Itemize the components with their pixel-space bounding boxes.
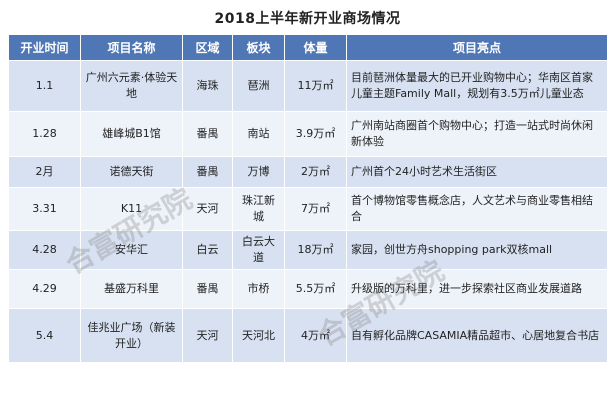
cell-block: 琶洲 [232, 60, 285, 112]
cell-highlight: 自有孵化品牌CASAMIA精品超市、心居地复合书店 [346, 308, 608, 363]
table-row: 2月 诺德天街 番禺 万博 2万㎡ 广州首个24小时艺术生活街区 [8, 156, 608, 188]
cell-highlight: 广州南站商圈首个购物中心；打造一站式时尚休闲新体验 [346, 111, 608, 157]
header-date: 开业时间 [8, 34, 81, 61]
header-size: 体量 [284, 34, 347, 61]
table-row: 1.1 广州六元素·体验天地 海珠 琶洲 11万㎡ 目前琶洲体量最大的已开业购物… [8, 60, 608, 112]
cell-size: 4万㎡ [284, 308, 347, 363]
cell-date: 4.29 [8, 269, 81, 309]
cell-name: 基盛万科里 [80, 269, 183, 309]
cell-size: 11万㎡ [284, 60, 347, 112]
cell-highlight: 家园，创世方舟shopping park双核mall [346, 230, 608, 270]
cell-block: 珠江新城 [232, 187, 285, 231]
cell-date: 4.28 [8, 230, 81, 270]
cell-name: 广州六元素·体验天地 [80, 60, 183, 112]
cell-highlight: 广州首个24小时艺术生活街区 [346, 156, 608, 188]
header-name: 项目名称 [80, 34, 183, 61]
cell-name: 雄峰城B1馆 [80, 111, 183, 157]
table-row: 4.28 安华汇 白云 白云大道 18万㎡ 家园，创世方舟shopping pa… [8, 230, 608, 270]
cell-date: 3.31 [8, 187, 81, 231]
cell-date: 2月 [8, 156, 81, 188]
cell-name: 佳兆业广场（新装开业） [80, 308, 183, 363]
cell-date: 1.28 [8, 111, 81, 157]
cell-size: 2万㎡ [284, 156, 347, 188]
cell-highlight: 首个博物馆零售概念店，人文艺术与商业零售相结合 [346, 187, 608, 231]
cell-highlight: 升级版的万科里，进一步探索社区商业发展道路 [346, 269, 608, 309]
cell-block: 万博 [232, 156, 285, 188]
cell-district: 天河 [182, 308, 233, 363]
cell-district: 番禺 [182, 269, 233, 309]
cell-district: 海珠 [182, 60, 233, 112]
cell-block: 白云大道 [232, 230, 285, 270]
table-row: 5.4 佳兆业广场（新装开业） 天河 天河北 4万㎡ 自有孵化品牌CASAMIA… [8, 308, 608, 363]
mall-table: 开业时间 项目名称 区域 板块 体量 项目亮点 1.1 广州六元素·体验天地 海… [8, 34, 608, 363]
cell-size: 3.9万㎡ [284, 111, 347, 157]
table-row: 3.31 K11 天河 珠江新城 7万㎡ 首个博物馆零售概念店，人文艺术与商业零… [8, 187, 608, 231]
cell-size: 18万㎡ [284, 230, 347, 270]
cell-date: 5.4 [8, 308, 81, 363]
cell-name: K11 [80, 187, 183, 231]
cell-size: 7万㎡ [284, 187, 347, 231]
table-row: 1.28 雄峰城B1馆 番禺 南站 3.9万㎡ 广州南站商圈首个购物中心；打造一… [8, 111, 608, 157]
cell-size: 5.5万㎡ [284, 269, 347, 309]
cell-district: 白云 [182, 230, 233, 270]
cell-block: 市桥 [232, 269, 285, 309]
cell-block: 天河北 [232, 308, 285, 363]
header-highlight: 项目亮点 [346, 34, 608, 61]
cell-highlight: 目前琶洲体量最大的已开业购物中心；华南区首家儿童主题Family Mall，规划… [346, 60, 608, 112]
cell-name: 安华汇 [80, 230, 183, 270]
cell-name: 诺德天街 [80, 156, 183, 188]
cell-block: 南站 [232, 111, 285, 157]
table-header-row: 开业时间 项目名称 区域 板块 体量 项目亮点 [8, 34, 608, 61]
cell-date: 1.1 [8, 60, 81, 112]
page-title: 2018上半年新开业商场情况 [214, 11, 401, 27]
cell-district: 番禺 [182, 111, 233, 157]
header-block: 板块 [232, 34, 285, 61]
header-district: 区域 [182, 34, 233, 61]
table-row: 4.29 基盛万科里 番禺 市桥 5.5万㎡ 升级版的万科里，进一步探索社区商业… [8, 269, 608, 309]
cell-district: 天河 [182, 187, 233, 231]
cell-district: 番禺 [182, 156, 233, 188]
